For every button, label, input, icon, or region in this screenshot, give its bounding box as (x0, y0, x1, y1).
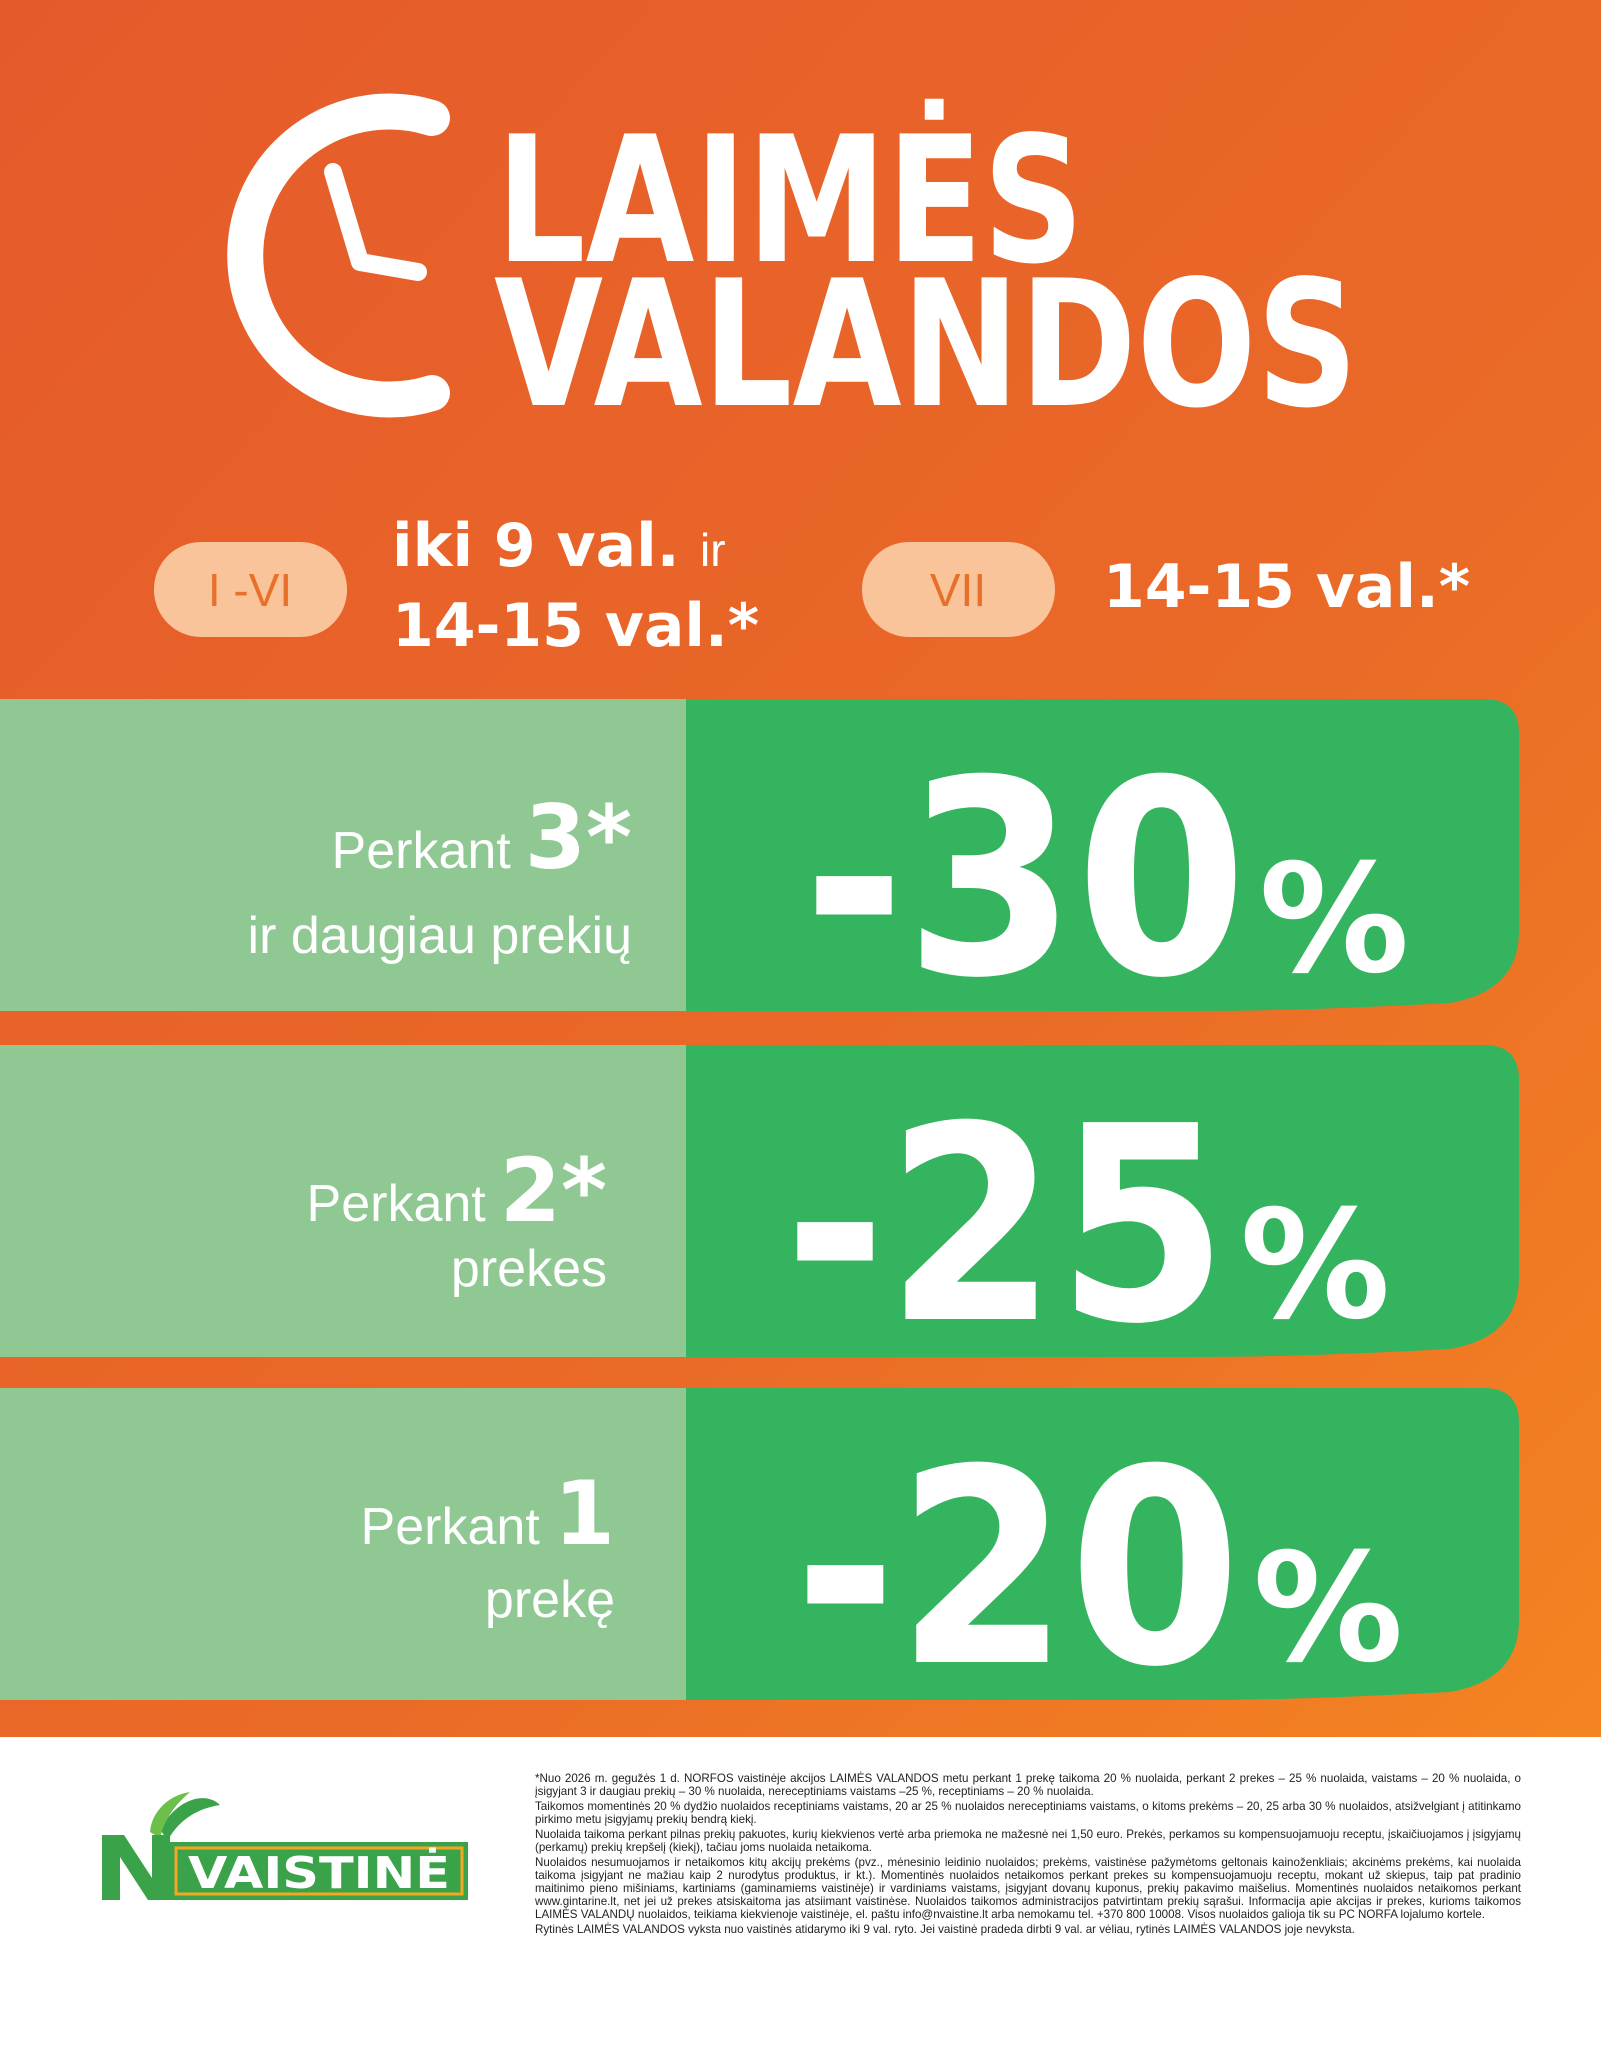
time: 14-15 val.* (392, 591, 759, 661)
fine-print-paragraph: Nuolaidos nesumuojamos ir netaikomos kit… (535, 1856, 1521, 1921)
discount-unit: % (1253, 1522, 1403, 1696)
clock-arc (227, 93, 450, 418)
discount-amount: -20 (794, 1411, 1241, 1726)
fine-print-paragraph: Nuolaida taikoma perkant pilnas prekių p… (535, 1828, 1521, 1854)
fine-print-paragraph: Taikomos momentinės 20 % dydžio nuolaido… (535, 1800, 1521, 1826)
discount-panel (686, 1045, 1519, 1357)
title: LAIMĖS (496, 98, 1084, 303)
logo-text: VAISTINĖ (188, 1846, 450, 1899)
day-pill (154, 542, 347, 637)
condition-panel (0, 1045, 686, 1357)
discount-amount: -25 (784, 1068, 1228, 1383)
day-range: VII (930, 564, 986, 616)
logo: VAISTINĖ (102, 1792, 468, 1900)
title: VALANDOS (494, 244, 1358, 447)
discount-unit: % (1259, 833, 1409, 1007)
clock-hand (324, 163, 427, 281)
condition-panel (0, 1388, 686, 1700)
condition: ir daugiau prekių (248, 907, 632, 965)
quantity: 2* (500, 1139, 607, 1242)
discount-amount: -30 (803, 722, 1247, 1037)
condition: Perkant (361, 1498, 541, 1556)
logo-leaf (160, 1798, 220, 1840)
time: iki 9 val. (392, 511, 680, 581)
condition: prekes (451, 1240, 607, 1298)
condition: Perkant (307, 1175, 487, 1233)
logo-box (170, 1842, 468, 1900)
logo-leaf (150, 1792, 190, 1838)
discount-unit: % (1240, 1179, 1390, 1353)
connector: ir (700, 524, 726, 576)
quantity: 3* (525, 786, 632, 889)
condition-panel (0, 699, 686, 1011)
quantity: 1 (554, 1462, 615, 1565)
day-pill (862, 542, 1055, 637)
condition: prekę (485, 1571, 615, 1629)
fine-print: *Nuo 2026 m. gegužės 1 d. NORFOS vaistin… (535, 1772, 1521, 1938)
logo-letter-n (102, 1835, 170, 1900)
time: 14-15 val.* (1103, 552, 1470, 622)
discount-panel (686, 1388, 1519, 1700)
fine-print-paragraph: Rytinės LAIMĖS VALANDOS vyksta nuo vaist… (535, 1923, 1355, 1936)
fine-print-paragraph: *Nuo 2026 m. gegužės 1 d. NORFOS vaistin… (535, 1772, 1521, 1798)
discount-panel (686, 699, 1519, 1011)
day-range: I -VI (208, 564, 292, 616)
condition: Perkant (332, 822, 512, 880)
logo-border (174, 1846, 464, 1896)
